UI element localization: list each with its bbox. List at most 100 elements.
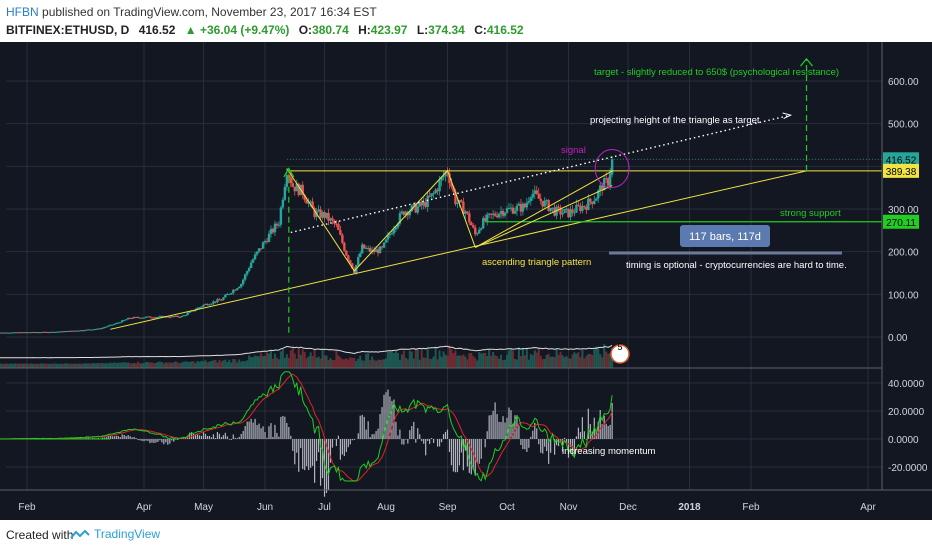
volume-bar	[228, 359, 231, 368]
time-tick-label: Apr	[860, 502, 876, 513]
volume-bar	[515, 359, 518, 368]
volume-bar	[398, 359, 401, 368]
volume-bar	[117, 362, 120, 368]
symbol-name[interactable]: BITFINEX:ETHUSD, D	[6, 23, 130, 37]
candle-body	[156, 316, 160, 318]
volume-bar	[418, 359, 421, 368]
volume-bar	[551, 356, 554, 368]
volume-bar	[488, 348, 491, 368]
volume-bar	[468, 353, 471, 368]
candle-body	[255, 251, 259, 255]
volume-bar	[496, 356, 499, 368]
candle-body	[263, 241, 267, 243]
candle-body	[372, 249, 376, 252]
tradingview-brand-link[interactable]: TradingView	[70, 527, 160, 541]
volume-bar	[16, 363, 19, 368]
candle-body	[608, 173, 612, 186]
volume-bar	[150, 362, 153, 368]
candle-body	[43, 331, 47, 333]
candle-body	[527, 200, 531, 203]
volume-bar	[462, 354, 465, 368]
candle-body	[495, 215, 499, 218]
volume-bar	[412, 358, 415, 368]
volume-bar	[89, 363, 92, 368]
volume-bar	[480, 353, 483, 368]
volume-bar	[317, 356, 320, 368]
volume-bar	[63, 363, 66, 368]
volume-bar	[347, 359, 350, 368]
candle-body	[206, 303, 209, 306]
volume-bar	[29, 363, 32, 368]
candle-body	[47, 332, 51, 334]
support-annotation: strong support	[780, 208, 841, 219]
candle-body	[362, 244, 366, 249]
candle-body	[281, 199, 285, 208]
volume-bar	[311, 356, 314, 368]
volume-bar	[196, 360, 199, 368]
candle-body	[400, 211, 404, 214]
volume-bar	[474, 358, 477, 368]
volume-bar	[369, 360, 372, 368]
candle-body	[186, 312, 189, 316]
candle-body	[222, 297, 225, 301]
candle-body	[136, 317, 140, 319]
candle-body	[370, 249, 374, 252]
volume-bar	[248, 355, 251, 368]
candle-body	[468, 213, 471, 223]
candle-body	[579, 205, 582, 211]
candle-body	[610, 159, 614, 175]
volume-bar	[31, 363, 34, 368]
volume-bar	[87, 363, 90, 368]
candle-body	[307, 201, 310, 204]
volume-bar	[0, 363, 3, 368]
volume-bar	[319, 358, 322, 368]
volume-bar	[337, 355, 340, 368]
volume-bar	[599, 353, 602, 368]
triangle-lower-leg	[475, 185, 613, 248]
volume-bar	[523, 355, 526, 368]
candle-body	[130, 317, 134, 319]
open-value: 380.74	[312, 23, 349, 37]
author-link[interactable]: HFBN	[6, 5, 39, 19]
volume-bar	[49, 363, 52, 368]
candle-body	[430, 193, 433, 197]
candle-body	[132, 317, 136, 319]
candle-body	[261, 242, 265, 249]
volume-bar	[105, 363, 108, 368]
candle-body	[585, 207, 588, 210]
volume-bar	[133, 363, 136, 368]
volume-bar	[609, 353, 612, 368]
osc-tick-label: 40.0000	[888, 379, 925, 390]
volume-bar	[160, 362, 163, 368]
time-tick-label: May	[194, 502, 213, 513]
volume-bar	[131, 363, 134, 368]
price-chart[interactable]: target - slightly reduced to 650$ (psych…	[0, 42, 932, 520]
candle-body	[200, 306, 203, 308]
volume-bar	[95, 363, 98, 368]
volume-bar	[111, 363, 114, 368]
volume-bar	[460, 355, 463, 368]
volume-bar	[202, 361, 205, 368]
price-tick-label: 500.00	[888, 120, 919, 131]
candle-body	[107, 325, 110, 327]
price-tag-label: 389.38	[886, 167, 917, 178]
volume-bar	[466, 359, 469, 368]
volume-bar	[129, 363, 132, 368]
candle-body	[212, 301, 215, 304]
candle-body	[67, 330, 70, 332]
volume-bar	[139, 363, 142, 368]
candle-body	[517, 203, 521, 206]
candle-body	[3, 332, 7, 334]
candle-body	[303, 195, 306, 200]
projection-line	[290, 114, 791, 234]
volume-bar	[8, 363, 11, 368]
candle-body	[13, 332, 17, 334]
volume-bar	[4, 363, 7, 368]
candle-body	[113, 323, 116, 325]
candle-body	[226, 294, 229, 296]
height-arrow-head	[283, 167, 295, 178]
volume-bar	[537, 348, 540, 368]
volume-bar	[438, 350, 441, 368]
volume-bar	[444, 354, 447, 368]
candle-body	[537, 193, 540, 199]
